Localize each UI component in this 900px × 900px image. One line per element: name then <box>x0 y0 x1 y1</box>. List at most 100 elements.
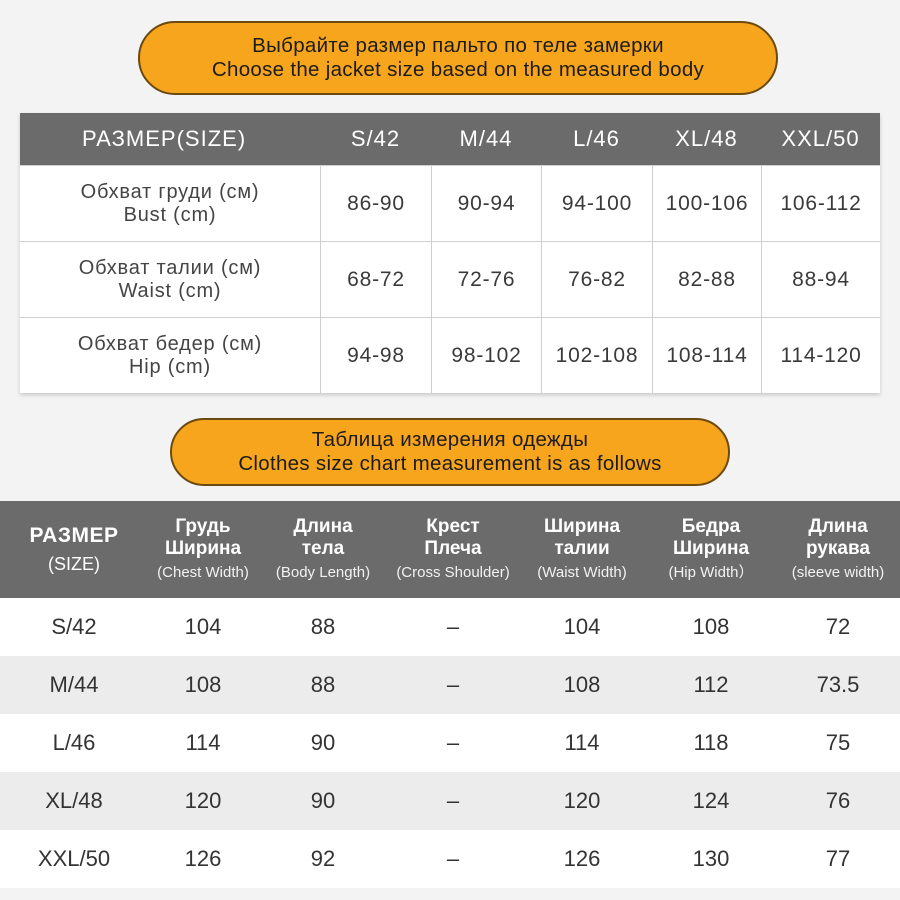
table-cell: 112 <box>693 672 729 697</box>
column-header-ru: Длина <box>808 516 868 537</box>
column-header-ru: Крест <box>426 516 480 537</box>
body-size-table: РАЗМЕР(SIZE) S/42 M/44 L/46 XL/48 XXL/50… <box>20 113 880 393</box>
table-row: L/46 114 90 – 114 118 75 <box>0 714 900 772</box>
column-header-ru: Бедра <box>681 516 741 537</box>
row-label-waist-en: Waist (cm) <box>118 279 222 302</box>
row-label-bust: Обхват груди (см) Bust (cm) <box>20 166 320 241</box>
table-cell: 94-98 <box>320 318 431 393</box>
column-header-hip-width: Бедра Ширина (Hip Width） <box>646 501 776 598</box>
table-cell: 88-94 <box>761 242 880 317</box>
row-label-bust-ru: Обхват груди (см) <box>80 180 260 203</box>
column-header-chest-width: Грудь Ширина (Chest Width) <box>148 501 258 598</box>
banner-clothes-chart-ru: Таблица измерения одежды <box>311 428 589 451</box>
column-header-ru: рукава <box>806 538 870 559</box>
table-cell: 75 <box>825 730 851 755</box>
column-header-en: (Body Length) <box>275 564 371 581</box>
garment-table-body: S/42 104 88 – 104 108 72 M/44 108 88 – 1… <box>0 598 900 888</box>
table-cell: 114 <box>564 730 600 755</box>
table-cell: – <box>446 846 460 871</box>
table-cell: 76-82 <box>541 242 652 317</box>
table-cell: 108-114 <box>652 318 761 393</box>
table-cell: 102-108 <box>541 318 652 393</box>
table-cell: 100-106 <box>652 166 761 241</box>
table-cell: 114-120 <box>761 318 880 393</box>
table-row: XXL/50 126 92 – 126 130 77 <box>0 830 900 888</box>
size-column-header: РАЗМЕР (SIZE) <box>0 501 148 598</box>
column-header-cross-shoulder: Крест Плеча (Cross Shoulder) <box>388 501 518 598</box>
row-label-hip-ru: Обхват бедер (см) <box>77 332 263 355</box>
table-cell: 88 <box>310 672 336 697</box>
garment-size-table-header: РАЗМЕР (SIZE) Грудь Ширина (Chest Width)… <box>0 501 900 598</box>
column-header-waist-width: Ширина талии (Waist Width) <box>518 501 646 598</box>
table-cell: 73.5 <box>816 672 860 697</box>
size-header-xl48: XL/48 <box>675 126 738 151</box>
table-cell: 90-94 <box>431 166 541 241</box>
size-header-label: РАЗМЕР(SIZE) <box>82 126 247 151</box>
row-label-hip: Обхват бедер (см) Hip (cm) <box>20 318 320 393</box>
row-size-label: XXL/50 <box>37 846 111 871</box>
table-cell: 120 <box>184 788 222 813</box>
column-header-ru: Длина <box>293 516 353 537</box>
table-cell: 68-72 <box>320 242 431 317</box>
table-cell: 108 <box>184 672 222 697</box>
row-size-label: L/46 <box>52 730 96 755</box>
table-cell: 90 <box>310 730 336 755</box>
table-row: M/44 108 88 – 108 112 73.5 <box>0 656 900 714</box>
size-header-xxl50: XXL/50 <box>781 126 860 151</box>
table-cell: 130 <box>692 846 730 871</box>
banner-clothes-chart-en: Clothes size chart measurement is as fol… <box>238 452 662 475</box>
column-header-ru: тела <box>301 538 345 559</box>
column-header-sleeve-width: Длина рукава (sleeve width) <box>776 501 900 598</box>
banner-jacket-size-ru: Выбрайте размер пальто по теле замерки <box>252 34 664 57</box>
size-column-header-en: (SIZE) <box>48 554 100 574</box>
table-cell: – <box>446 672 460 697</box>
table-row: S/42 104 88 – 104 108 72 <box>0 598 900 656</box>
row-label-waist: Обхват талии (см) Waist (cm) <box>20 242 320 317</box>
table-cell: 98-102 <box>431 318 541 393</box>
table-cell: 126 <box>563 846 601 871</box>
row-label-bust-en: Bust (cm) <box>123 203 217 226</box>
column-header-ru: Плеча <box>424 538 482 559</box>
column-header-body-length: Длина тела (Body Length) <box>258 501 388 598</box>
column-header-en: (Hip Width） <box>668 564 754 581</box>
row-label-hip-en: Hip (cm) <box>129 355 211 378</box>
table-cell: 104 <box>563 614 601 639</box>
table-row: XL/48 120 90 – 120 124 76 <box>0 772 900 830</box>
table-cell: – <box>446 730 460 755</box>
column-header-en: (Cross Shoulder) <box>396 564 510 581</box>
table-cell: 72-76 <box>431 242 541 317</box>
table-cell: 104 <box>184 614 222 639</box>
table-cell: 76 <box>825 788 851 813</box>
column-header-ru: талии <box>554 538 610 559</box>
table-row-bust: Обхват груди (см) Bust (cm) 86-90 90-94 … <box>20 165 880 241</box>
table-cell: 120 <box>563 788 601 813</box>
banner-clothes-chart: Таблица измерения одежды Clothes size ch… <box>170 418 730 486</box>
table-row-hip: Обхват бедер (см) Hip (cm) 94-98 98-102 … <box>20 317 880 393</box>
table-cell: 108 <box>563 672 601 697</box>
size-header-m44: M/44 <box>459 126 513 151</box>
table-cell: 118 <box>693 730 729 755</box>
table-cell: 108 <box>692 614 730 639</box>
table-cell: 114 <box>185 730 221 755</box>
table-cell: 92 <box>310 846 336 871</box>
banner-jacket-size-en: Choose the jacket size based on the meas… <box>211 58 705 81</box>
table-cell: 90 <box>310 788 336 813</box>
row-size-label: M/44 <box>49 672 99 697</box>
row-size-label: S/42 <box>51 614 97 639</box>
row-label-waist-ru: Обхват талии (см) <box>78 256 262 279</box>
column-header-ru: Грудь <box>175 516 231 537</box>
table-cell: 82-88 <box>652 242 761 317</box>
table-cell: 86-90 <box>320 166 431 241</box>
column-header-en: (sleeve width) <box>791 564 885 581</box>
column-header-ru: Ширина <box>672 538 750 559</box>
size-header-l46: L/46 <box>573 126 620 151</box>
size-column-header-ru: РАЗМЕР <box>29 524 119 547</box>
table-cell: – <box>446 614 460 639</box>
table-cell: 94-100 <box>541 166 652 241</box>
row-size-label: XL/48 <box>45 788 103 813</box>
table-cell: 124 <box>692 788 730 813</box>
column-header-en: (Chest Width) <box>157 564 249 581</box>
table-cell: 72 <box>825 614 851 639</box>
table-cell: 88 <box>310 614 336 639</box>
column-header-ru: Ширина <box>164 538 242 559</box>
